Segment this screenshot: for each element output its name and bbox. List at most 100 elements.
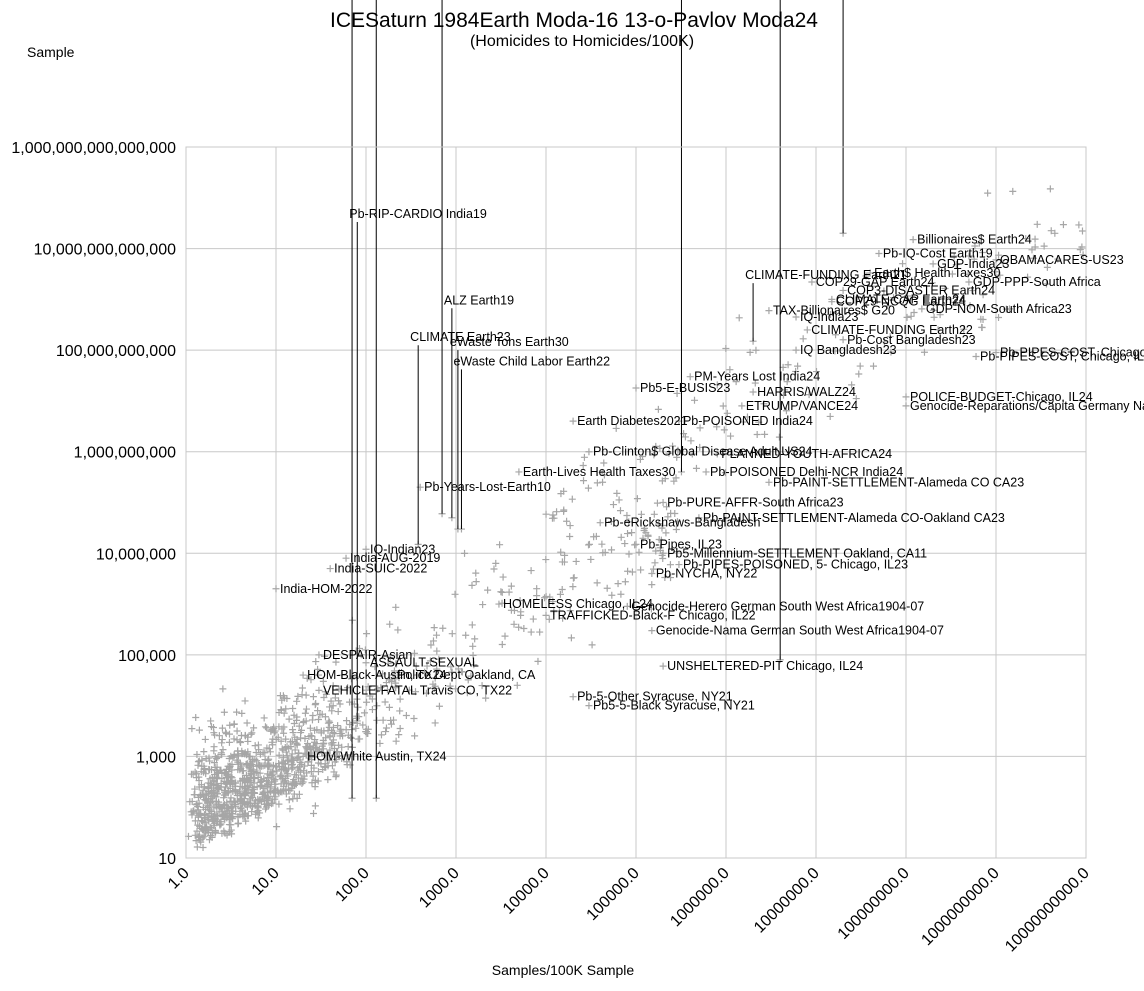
data-point (310, 810, 318, 818)
data-point (195, 757, 203, 765)
data-point (624, 530, 632, 538)
data-point (237, 795, 245, 803)
point-label: India-HOM-2022 (280, 582, 372, 596)
data-point (713, 450, 721, 458)
point-label: India-AUG-2019 (350, 551, 440, 565)
data-point (691, 396, 699, 404)
data-point (527, 567, 535, 575)
data-point (279, 765, 287, 773)
data-point (826, 310, 834, 318)
point-label: Pb-NYCHA, NY22 (656, 566, 757, 580)
data-point (984, 189, 992, 197)
data-point (267, 783, 275, 791)
x-tick-label: 10000000.0 (751, 865, 823, 937)
data-point (228, 766, 236, 774)
data-point (218, 724, 226, 732)
data-point (261, 761, 269, 769)
data-point (410, 714, 418, 722)
data-point (609, 501, 617, 509)
data-point (332, 756, 340, 764)
data-point (334, 722, 342, 730)
point-label: GDP-India23 (937, 257, 1009, 271)
data-point (191, 785, 199, 793)
data-point (828, 298, 836, 306)
data-point (886, 333, 894, 341)
data-point (613, 489, 621, 497)
data-point (852, 395, 860, 403)
data-point (357, 651, 365, 659)
data-point (1059, 221, 1067, 229)
data-point (193, 809, 201, 817)
data-point (230, 735, 238, 743)
data-point (732, 378, 740, 386)
data-point (779, 363, 787, 371)
data-point (446, 682, 454, 690)
data-point (855, 370, 863, 378)
data-point (1033, 220, 1041, 228)
point-label: ETRUMP/VANCE24 (746, 399, 858, 413)
data-point (681, 433, 689, 441)
data-point (431, 719, 439, 727)
data-point (392, 603, 400, 611)
data-point (264, 756, 272, 764)
data-point (373, 702, 381, 710)
plot-area-frame (185, 146, 1087, 859)
data-point (220, 708, 228, 716)
data-point (256, 769, 264, 777)
data-point (374, 685, 382, 693)
data-point (343, 761, 351, 769)
data-point (384, 660, 392, 668)
data-point (673, 518, 681, 526)
data-point (390, 667, 398, 675)
callout-label: CLIMATE Earth23 (410, 330, 511, 344)
data-point (238, 709, 246, 717)
data-point (293, 697, 301, 705)
data-point (193, 751, 201, 759)
data-point (435, 655, 443, 663)
data-point (373, 716, 381, 724)
data-point (239, 774, 247, 782)
data-point (362, 659, 370, 667)
data-point (219, 685, 227, 693)
data-point (382, 724, 390, 732)
data-point (411, 732, 419, 740)
data-point (248, 760, 256, 768)
point-label: GDP-PPP-South Africa (973, 275, 1101, 289)
data-point (254, 802, 262, 810)
data-point (219, 746, 227, 754)
data-point (1079, 251, 1087, 259)
data-point (335, 697, 343, 705)
data-point (334, 708, 342, 716)
data-point (377, 684, 385, 692)
data-point (348, 734, 356, 742)
data-point (856, 362, 864, 370)
point-label: Pb-Clinton$ Global Disease Adult US24 (593, 445, 813, 459)
data-point (632, 384, 640, 392)
data-point (230, 798, 238, 806)
data-point (222, 790, 230, 798)
data-point (775, 433, 783, 441)
data-point (557, 490, 565, 498)
data-point (470, 661, 478, 669)
point-label: PM-Years Lost India24 (694, 370, 820, 384)
data-point (950, 252, 958, 260)
data-point (624, 567, 632, 575)
data-point (256, 796, 264, 804)
data-point (236, 804, 244, 812)
data-point (640, 526, 648, 534)
data-point (320, 652, 328, 660)
data-point (321, 713, 329, 721)
data-point (314, 777, 322, 785)
data-point (702, 468, 710, 476)
data-point (356, 735, 364, 743)
point-label: OBAMACARES-US23 (1000, 253, 1124, 267)
y-tick-label: 10 (158, 851, 176, 868)
data-point (688, 450, 696, 458)
data-point (557, 548, 565, 556)
data-point (765, 478, 773, 486)
data-point (410, 649, 418, 657)
data-point (243, 789, 251, 797)
data-point (719, 402, 727, 410)
data-point (285, 796, 293, 804)
x-tick-label: 100000000.0 (835, 865, 913, 943)
